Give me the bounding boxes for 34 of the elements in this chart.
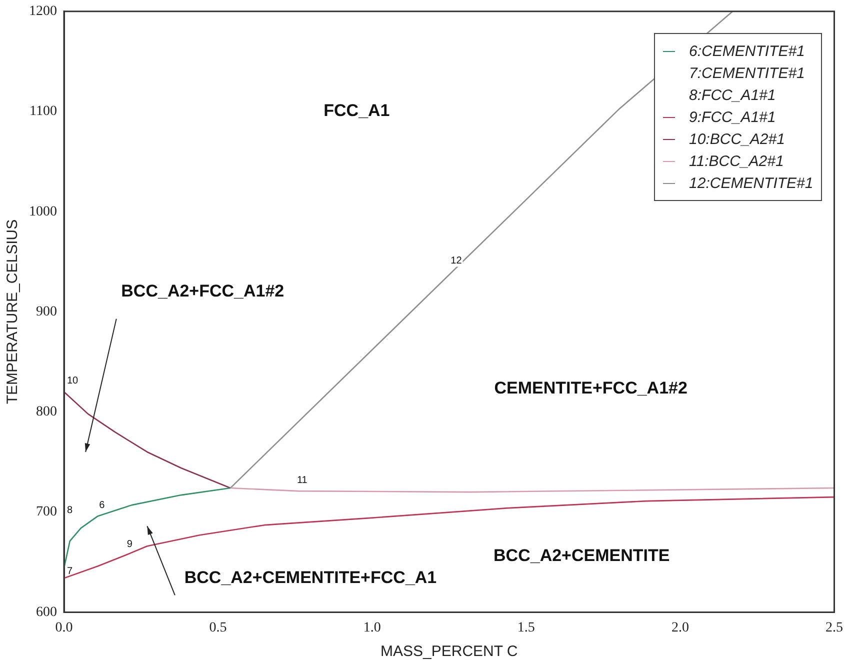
x-tick-label: 1.0 xyxy=(363,620,381,636)
x-tick-label: 0.5 xyxy=(209,620,227,636)
x-tick-label: 1.5 xyxy=(517,620,535,636)
x-axis-title: MASS_PERCENT C xyxy=(380,643,518,660)
annotation: 8 xyxy=(67,504,73,516)
legend-label: 11:BCC_A2#1 xyxy=(689,152,784,170)
x-tick-label: 0.0 xyxy=(55,620,73,636)
y-tick-label: 800 xyxy=(36,404,57,420)
y-tick-label: 1200 xyxy=(29,4,57,20)
annotation: 12 xyxy=(450,255,462,266)
annotation: 6 xyxy=(99,500,106,511)
y-axis-title: TEMPERATURE_CELSIUS xyxy=(4,219,22,404)
text: 7:CEMENTITE#1 xyxy=(689,64,805,82)
annotation: 11 xyxy=(296,474,308,486)
annotation: 9 xyxy=(126,538,133,550)
annotation: BCC_A2+FCC_A1#2 xyxy=(121,281,284,300)
y-tick-label: 700 xyxy=(36,504,57,520)
annotation: BCC_A2+CEMENTITE+FCC_A1 xyxy=(184,568,437,587)
text: 8:FCC_A1#1 xyxy=(689,86,776,104)
annotation: BCC_A2+CEMENTITE xyxy=(494,546,670,565)
annotation: 7 xyxy=(67,566,73,577)
x-tick-label: 2.0 xyxy=(671,620,689,636)
legend-label: 6:CEMENTITE#1 xyxy=(689,42,805,60)
legend-label: 10:BCC_A2#1 xyxy=(689,130,785,148)
x-tick-label: 2.5 xyxy=(826,620,843,636)
legend-label: 9:FCC_A1#1 xyxy=(689,108,776,126)
y-tick-label: 1100 xyxy=(30,104,57,120)
legend-label: 12:CEMENTITE#1 xyxy=(689,174,814,192)
annotation: 10 xyxy=(67,376,79,387)
y-tick-label: 600 xyxy=(36,604,57,620)
annotation: FCC_A1 xyxy=(324,101,390,120)
y-tick-label: 1000 xyxy=(29,204,57,220)
annotation: CEMENTITE+FCC_A1#2 xyxy=(494,378,688,398)
y-tick-label: 900 xyxy=(36,304,57,320)
